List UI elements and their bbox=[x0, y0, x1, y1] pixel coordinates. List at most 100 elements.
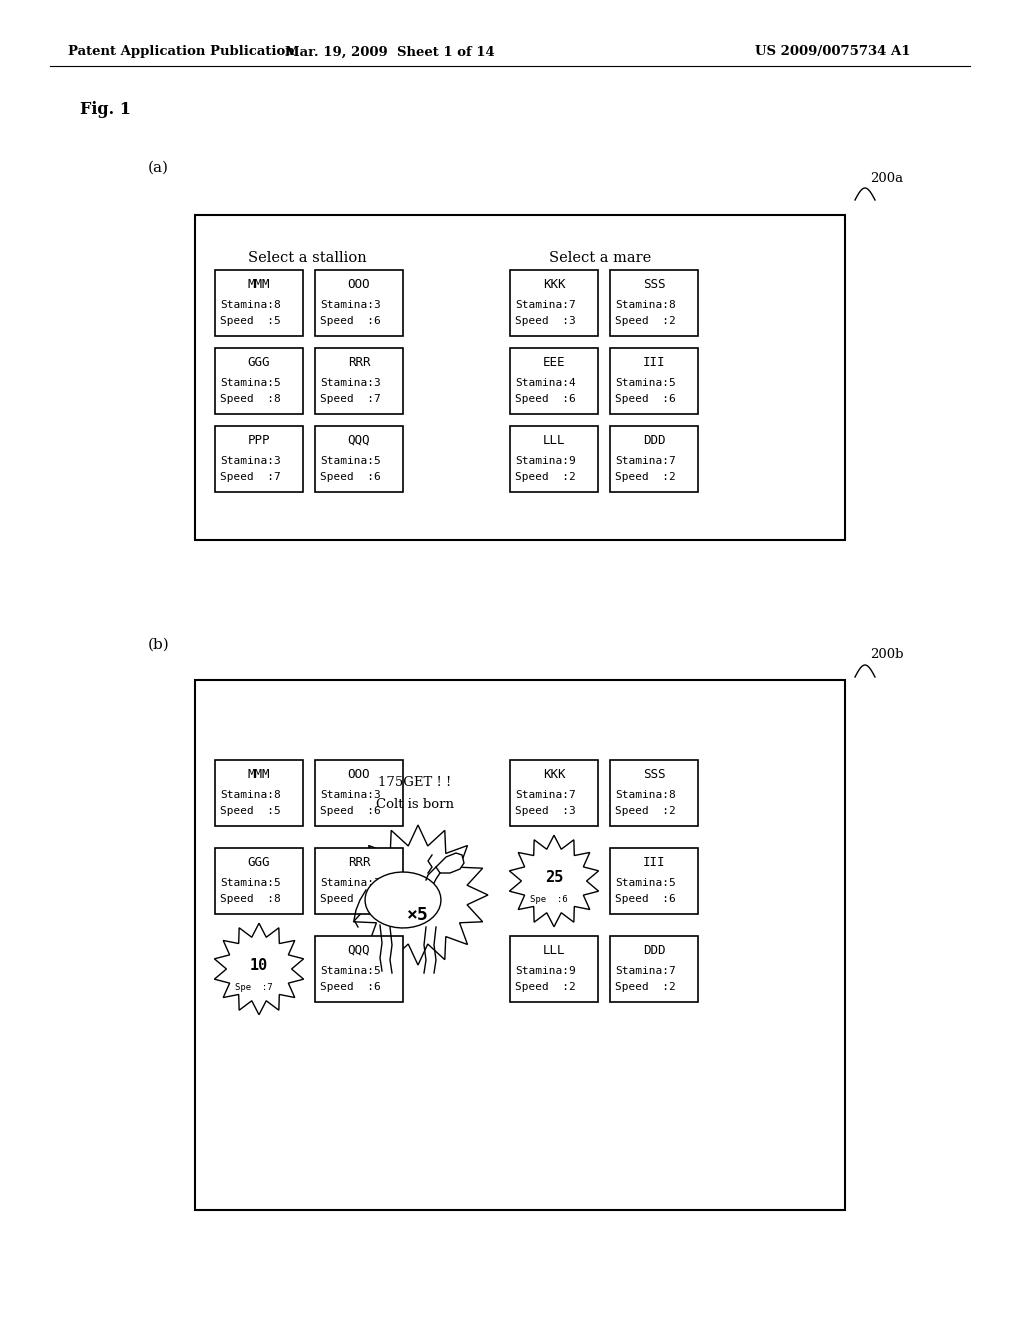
Text: Stamina:3: Stamina:3 bbox=[319, 789, 381, 800]
Text: Speed  :6: Speed :6 bbox=[615, 895, 676, 904]
Text: (b): (b) bbox=[148, 638, 170, 652]
Text: Speed  :2: Speed :2 bbox=[615, 982, 676, 993]
Text: 25: 25 bbox=[545, 870, 563, 886]
Text: III: III bbox=[643, 356, 666, 370]
Text: Speed  :2: Speed :2 bbox=[515, 473, 575, 483]
Text: KKK: KKK bbox=[543, 768, 565, 781]
Text: Select a stallion: Select a stallion bbox=[248, 251, 367, 265]
Text: LLL: LLL bbox=[543, 434, 565, 447]
Text: Stamina:7: Stamina:7 bbox=[515, 789, 575, 800]
Text: Speed  :2: Speed :2 bbox=[615, 807, 676, 817]
Bar bbox=[610, 348, 698, 414]
Text: SSS: SSS bbox=[643, 279, 666, 290]
Text: 200a: 200a bbox=[870, 172, 903, 185]
Text: Fig. 1: Fig. 1 bbox=[80, 102, 131, 119]
Text: Stamina:5: Stamina:5 bbox=[615, 378, 676, 388]
Text: Stamina:3: Stamina:3 bbox=[319, 878, 381, 888]
Bar bbox=[315, 271, 403, 337]
Text: DDD: DDD bbox=[643, 944, 666, 957]
Text: Stamina:9: Stamina:9 bbox=[515, 966, 575, 975]
Text: Stamina:9: Stamina:9 bbox=[515, 455, 575, 466]
Text: Speed  :3: Speed :3 bbox=[515, 807, 575, 817]
Polygon shape bbox=[436, 853, 464, 873]
Text: Speed  :7: Speed :7 bbox=[319, 895, 381, 904]
Text: Speed  :8: Speed :8 bbox=[220, 895, 281, 904]
Text: Stamina:8: Stamina:8 bbox=[220, 789, 281, 800]
Bar bbox=[510, 936, 598, 1002]
Text: Mar. 19, 2009  Sheet 1 of 14: Mar. 19, 2009 Sheet 1 of 14 bbox=[285, 45, 495, 58]
Text: US 2009/0075734 A1: US 2009/0075734 A1 bbox=[755, 45, 910, 58]
Bar bbox=[215, 271, 303, 337]
Text: Speed  :6: Speed :6 bbox=[319, 982, 381, 993]
Bar bbox=[610, 760, 698, 826]
Text: ×5: ×5 bbox=[408, 906, 429, 924]
Bar bbox=[510, 271, 598, 337]
Text: Speed  :3: Speed :3 bbox=[515, 317, 575, 326]
Text: Speed  :6: Speed :6 bbox=[319, 473, 381, 483]
Text: Speed  :6: Speed :6 bbox=[319, 807, 381, 817]
Text: Stamina:8: Stamina:8 bbox=[220, 300, 281, 310]
Bar bbox=[610, 426, 698, 492]
Bar bbox=[510, 426, 598, 492]
Text: Stamina:5: Stamina:5 bbox=[220, 378, 281, 388]
Text: Spe  :6: Spe :6 bbox=[530, 895, 568, 904]
Bar bbox=[315, 847, 403, 913]
Polygon shape bbox=[366, 873, 441, 928]
Bar bbox=[215, 426, 303, 492]
Text: 10: 10 bbox=[250, 958, 268, 973]
Text: Stamina:5: Stamina:5 bbox=[615, 878, 676, 888]
Text: QQQ: QQQ bbox=[348, 434, 371, 447]
Polygon shape bbox=[348, 825, 488, 965]
Text: Stamina:3: Stamina:3 bbox=[220, 455, 281, 466]
Bar bbox=[215, 348, 303, 414]
Text: Stamina:5: Stamina:5 bbox=[220, 878, 281, 888]
Text: Speed  :2: Speed :2 bbox=[615, 473, 676, 483]
Text: Stamina:5: Stamina:5 bbox=[319, 966, 381, 975]
Text: Speed  :2: Speed :2 bbox=[615, 317, 676, 326]
Bar bbox=[610, 936, 698, 1002]
Text: Stamina:7: Stamina:7 bbox=[515, 300, 575, 310]
Bar bbox=[315, 426, 403, 492]
Text: Stamina:3: Stamina:3 bbox=[319, 378, 381, 388]
Text: RRR: RRR bbox=[348, 356, 371, 370]
Bar bbox=[610, 847, 698, 913]
Text: Patent Application Publication: Patent Application Publication bbox=[68, 45, 295, 58]
Text: OOO: OOO bbox=[348, 768, 371, 781]
Bar bbox=[215, 760, 303, 826]
Text: Stamina:7: Stamina:7 bbox=[615, 455, 676, 466]
Text: Speed  :7: Speed :7 bbox=[319, 395, 381, 404]
Text: Colt is born: Colt is born bbox=[376, 799, 454, 812]
Text: RRR: RRR bbox=[348, 855, 371, 869]
Text: Stamina:7: Stamina:7 bbox=[615, 966, 676, 975]
Text: Speed  :5: Speed :5 bbox=[220, 807, 281, 817]
Text: LLL: LLL bbox=[543, 944, 565, 957]
Text: GGG: GGG bbox=[248, 855, 270, 869]
Text: Stamina:5: Stamina:5 bbox=[319, 455, 381, 466]
Text: Select a mare: Select a mare bbox=[549, 251, 651, 265]
Text: DDD: DDD bbox=[643, 434, 666, 447]
Text: (a): (a) bbox=[148, 161, 169, 176]
Text: KKK: KKK bbox=[543, 279, 565, 290]
Text: Speed  :7: Speed :7 bbox=[220, 473, 281, 483]
Text: OOO: OOO bbox=[348, 279, 371, 290]
Text: Speed  :6: Speed :6 bbox=[615, 395, 676, 404]
Bar bbox=[510, 348, 598, 414]
Text: QQQ: QQQ bbox=[348, 944, 371, 957]
Text: Speed  :6: Speed :6 bbox=[515, 395, 575, 404]
Text: Stamina:3: Stamina:3 bbox=[319, 300, 381, 310]
Bar bbox=[315, 348, 403, 414]
Polygon shape bbox=[509, 836, 599, 927]
Text: Speed  :2: Speed :2 bbox=[515, 982, 575, 993]
Text: 200b: 200b bbox=[870, 648, 903, 661]
Bar bbox=[195, 680, 845, 1210]
Bar bbox=[215, 847, 303, 913]
Bar bbox=[195, 215, 845, 540]
Text: Speed  :8: Speed :8 bbox=[220, 395, 281, 404]
Bar bbox=[315, 760, 403, 826]
Text: Speed  :5: Speed :5 bbox=[220, 317, 281, 326]
Text: Speed  :6: Speed :6 bbox=[319, 317, 381, 326]
Text: EEE: EEE bbox=[543, 356, 565, 370]
Text: SSS: SSS bbox=[643, 768, 666, 781]
Text: III: III bbox=[643, 855, 666, 869]
Bar bbox=[510, 760, 598, 826]
